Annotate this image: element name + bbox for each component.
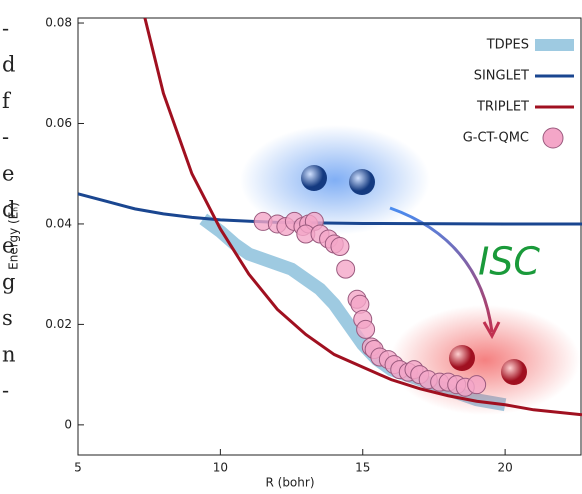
side-text: e xyxy=(2,161,14,185)
plot-frame xyxy=(77,17,582,456)
x-tick-label: 5 xyxy=(74,461,82,475)
x-tick-label: 10 xyxy=(213,461,228,475)
x-tick-label: 20 xyxy=(497,461,512,475)
data-point xyxy=(356,319,376,339)
side-text: n xyxy=(2,342,16,366)
side-text: d xyxy=(2,53,15,77)
y-tick-label: 0.08 xyxy=(45,16,72,30)
side-text: s xyxy=(2,306,13,330)
line xyxy=(143,18,582,417)
side-text: - xyxy=(2,379,9,403)
x-axis-label: R (bohr) xyxy=(265,476,314,490)
legend-swatch xyxy=(542,127,564,149)
y-tick-label: 0.02 xyxy=(45,317,72,331)
legend-label: G-CT-QMC xyxy=(463,131,529,146)
side-text: f xyxy=(2,89,12,113)
y-tick-label: 0.04 xyxy=(45,216,72,230)
data-point xyxy=(336,259,356,279)
y-tick-label: 0 xyxy=(64,417,72,431)
x-tick-label: 15 xyxy=(355,461,370,475)
side-text: d xyxy=(2,198,15,222)
y-axis-label: Energy (Eₕ) xyxy=(7,202,21,270)
side-text: - xyxy=(2,17,9,41)
data-point xyxy=(330,237,350,257)
legend-label: TDPES xyxy=(486,38,529,53)
y-tick-label: 0.06 xyxy=(45,116,72,130)
side-text: e xyxy=(2,234,14,258)
annotation: ISC xyxy=(478,240,540,284)
line xyxy=(78,192,582,226)
side-text: - xyxy=(2,125,9,149)
data-point xyxy=(467,375,487,395)
legend-label: SINGLET xyxy=(474,69,529,84)
side-text: g xyxy=(2,270,15,294)
legend-label: TRIPLET xyxy=(476,100,529,115)
